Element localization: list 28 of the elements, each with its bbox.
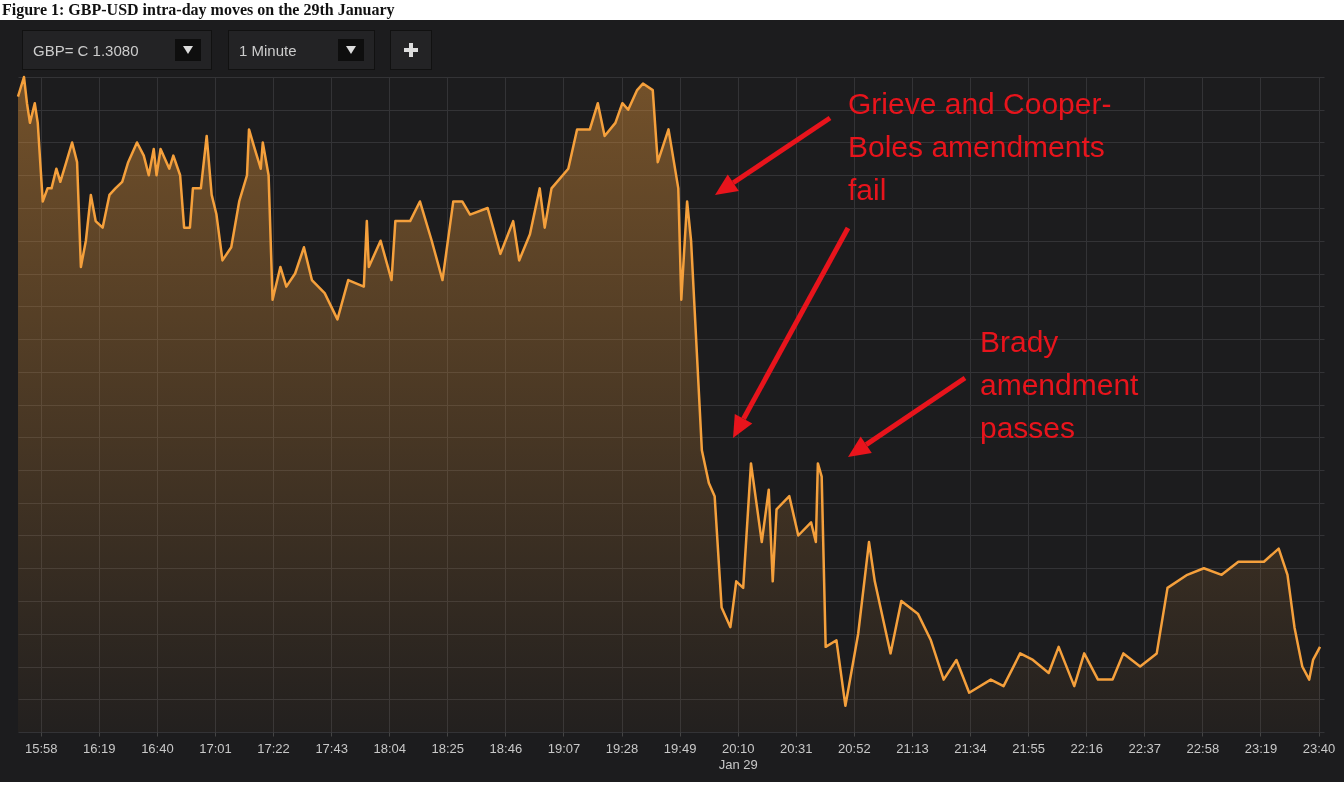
x-tick-label: 21:55 bbox=[1012, 740, 1045, 756]
x-tick-label: 21:34 bbox=[954, 740, 987, 756]
x-tick-label: 19:28 bbox=[605, 740, 639, 756]
x-tick-label: 17:01 bbox=[199, 740, 232, 756]
x-tick-label: 22:58 bbox=[1186, 740, 1220, 756]
text: 1 Minute bbox=[239, 41, 297, 59]
x-tick-label: 19:49 bbox=[663, 740, 697, 756]
x-tick-label: 23:19 bbox=[1244, 740, 1278, 756]
x-tick-label: 17:43 bbox=[315, 740, 348, 756]
x-tick-label: 22:37 bbox=[1128, 740, 1162, 756]
x-tick-label: 15:58 bbox=[24, 740, 58, 756]
x-tick-label: 18:25 bbox=[431, 740, 465, 756]
x-tick-label: 20:31 bbox=[780, 740, 813, 756]
x-tick-label: 16:40 bbox=[141, 740, 174, 756]
annotation: Grieve and Cooper-Boles amendments fail bbox=[848, 86, 1113, 208]
x-tick-label: 18:04 bbox=[373, 740, 406, 756]
x-tick-label: 22:16 bbox=[1070, 740, 1103, 756]
x-tick-label: 16:19 bbox=[83, 740, 116, 756]
x-tick-label: 20:52 bbox=[838, 740, 871, 756]
chart-title: Figure 1: GBP-USD intra-day moves on the 29th January bbox=[1, 0, 396, 20]
text: GBP= C 1.3080 bbox=[33, 41, 139, 59]
x-tick-label: 18:46 bbox=[489, 740, 523, 756]
x-tick-label: 19:07 bbox=[547, 740, 581, 756]
annotation: Brady amendment passes bbox=[980, 324, 1140, 446]
x-tick-label: 23:40 bbox=[1302, 740, 1336, 756]
x-tick-label: 21:13 bbox=[896, 740, 929, 756]
x-tick-label: 17:22 bbox=[257, 740, 290, 756]
x-tick-label: 20:10 Jan 29 bbox=[718, 740, 758, 772]
